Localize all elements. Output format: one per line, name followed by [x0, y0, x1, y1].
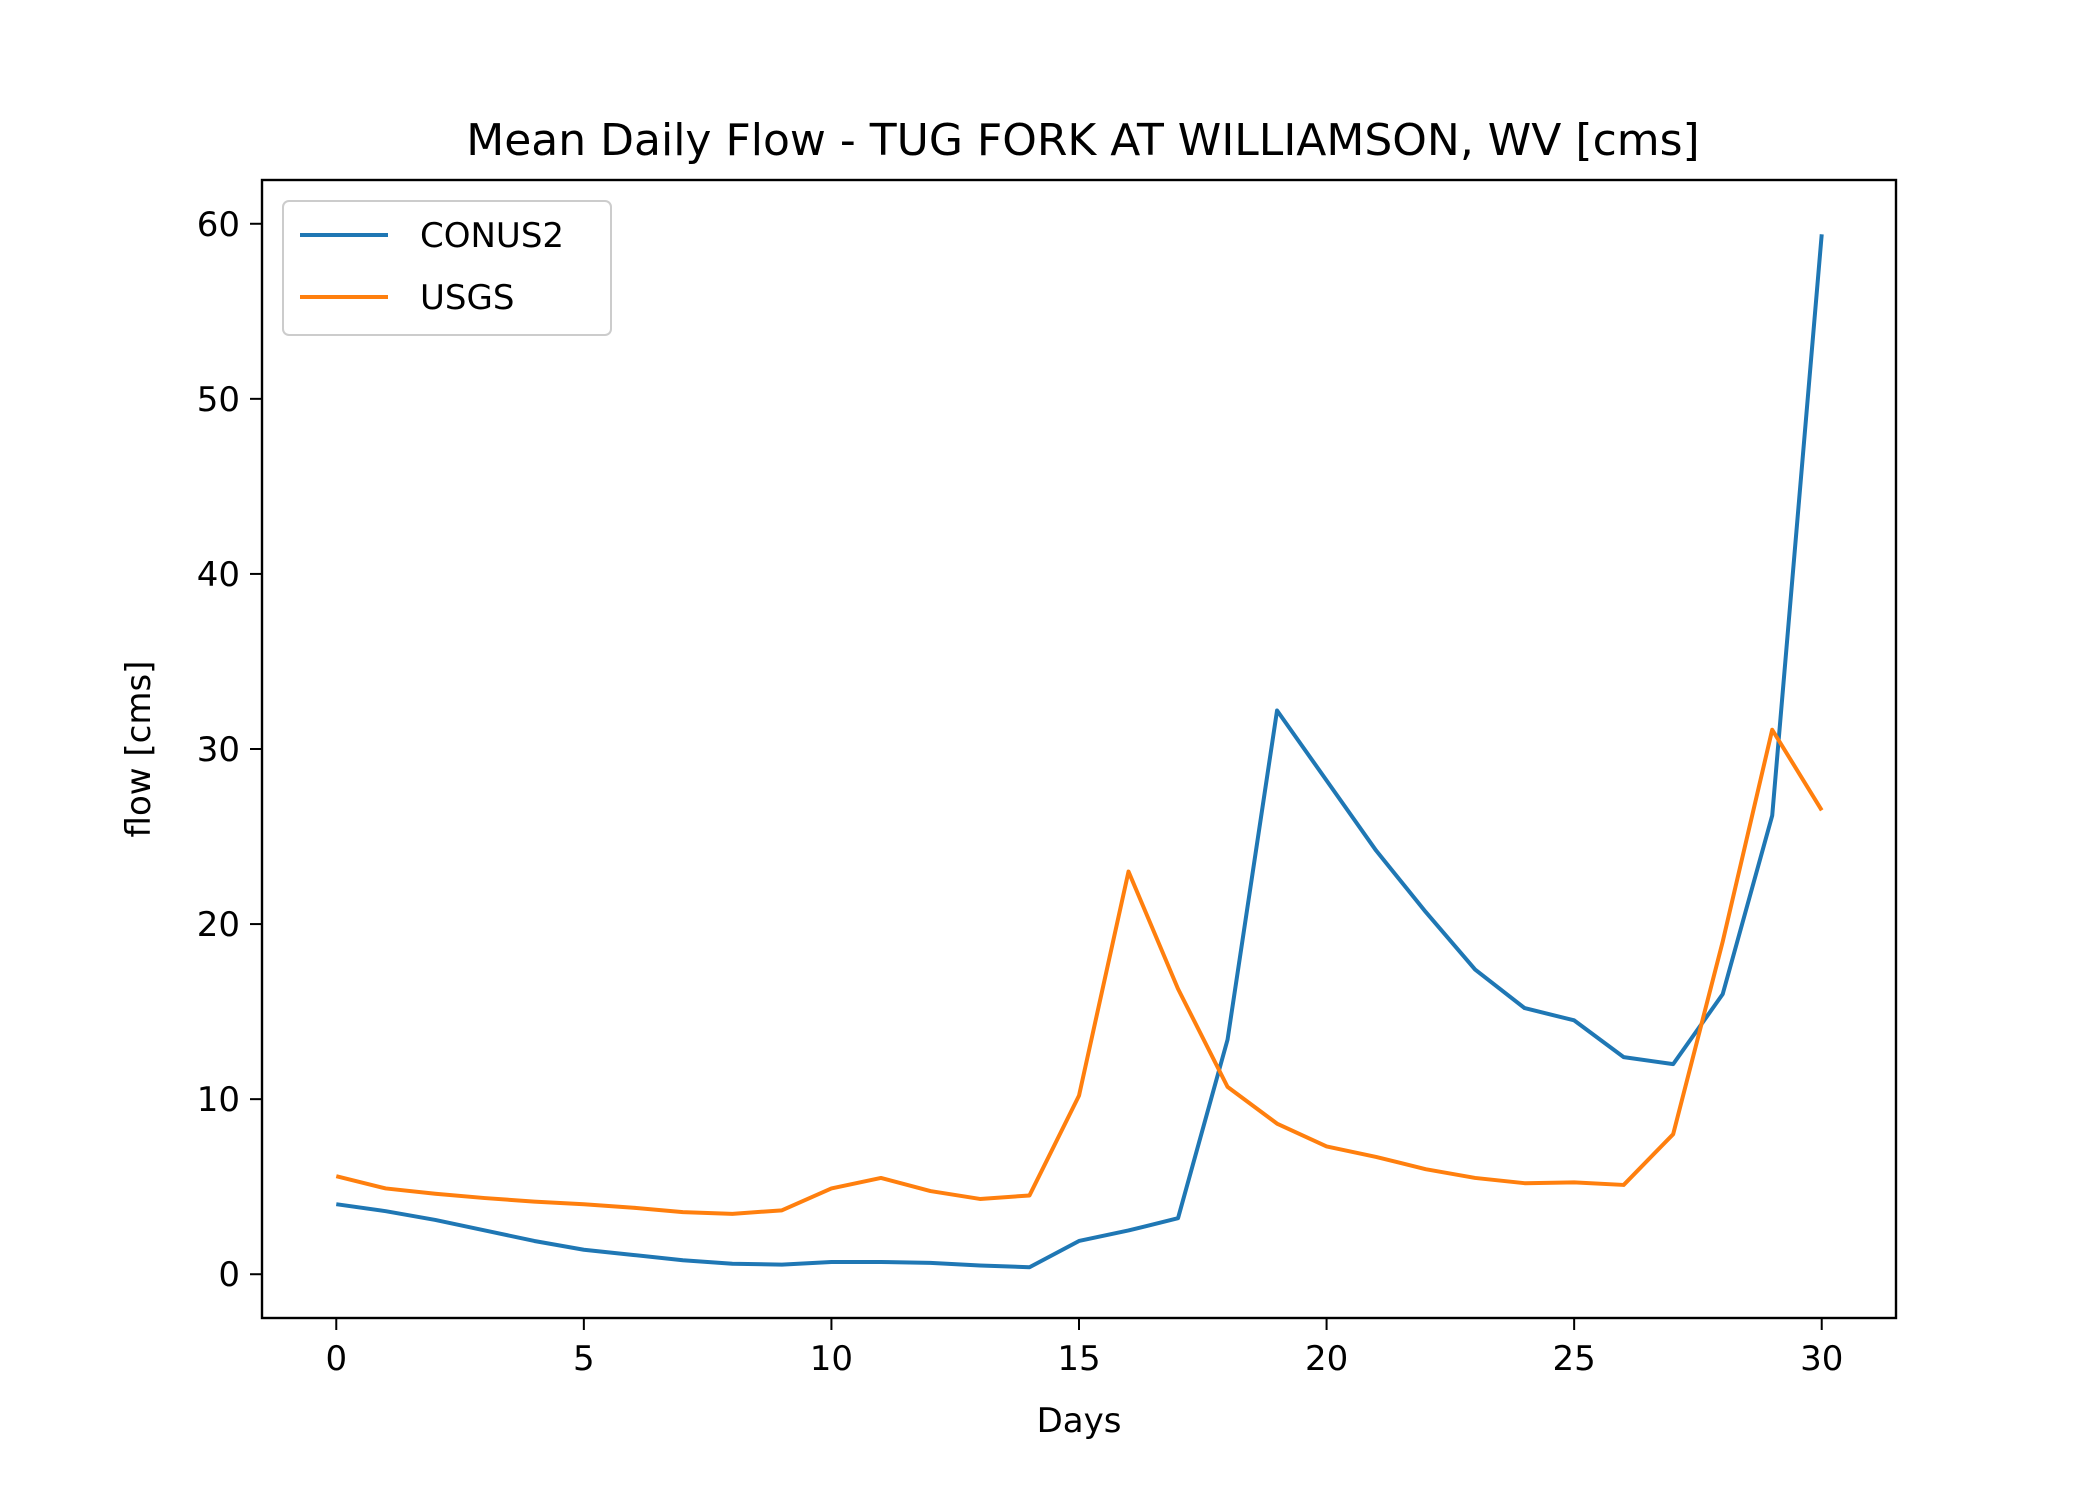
- legend-label-usgs: USGS: [420, 278, 514, 318]
- x-tick-label: 0: [325, 1339, 347, 1379]
- y-tick-label: 40: [197, 555, 240, 595]
- plot-area: 0 5 10 15 20 25 30 0 10 20 30 40 50 60: [197, 178, 1898, 1379]
- legend-label-conus2: CONUS2: [420, 216, 564, 256]
- x-tick-label: 5: [573, 1339, 595, 1379]
- y-tick-label: 60: [197, 205, 240, 245]
- y-tick-label: 20: [197, 905, 240, 945]
- series-line-conus2: [335, 234, 1824, 1270]
- x-axis-label: Days: [1037, 1401, 1122, 1441]
- series-layer: [335, 234, 1824, 1270]
- x-axis-ticks: 0 5 10 15 20 25 30: [325, 1318, 1843, 1379]
- legend: CONUS2 USGS: [282, 200, 612, 336]
- y-tick-label: 50: [197, 380, 240, 420]
- series-line-usgs: [335, 727, 1824, 1216]
- x-tick-label: 15: [1057, 1339, 1100, 1379]
- y-tick-label: 30: [197, 730, 240, 770]
- y-tick-label: 0: [218, 1255, 240, 1295]
- y-tick-label: 10: [197, 1080, 240, 1120]
- chart-title: Mean Daily Flow - TUG FORK AT WILLIAMSON…: [466, 115, 1699, 166]
- x-tick-label: 30: [1800, 1339, 1843, 1379]
- y-axis-label: flow [cms]: [119, 661, 159, 838]
- x-tick-label: 10: [810, 1339, 853, 1379]
- y-axis-ticks: 0 10 20 30 40 50 60: [197, 205, 262, 1295]
- legend-items: CONUS2 USGS: [300, 216, 564, 318]
- x-tick-label: 25: [1553, 1339, 1596, 1379]
- x-tick-label: 20: [1305, 1339, 1348, 1379]
